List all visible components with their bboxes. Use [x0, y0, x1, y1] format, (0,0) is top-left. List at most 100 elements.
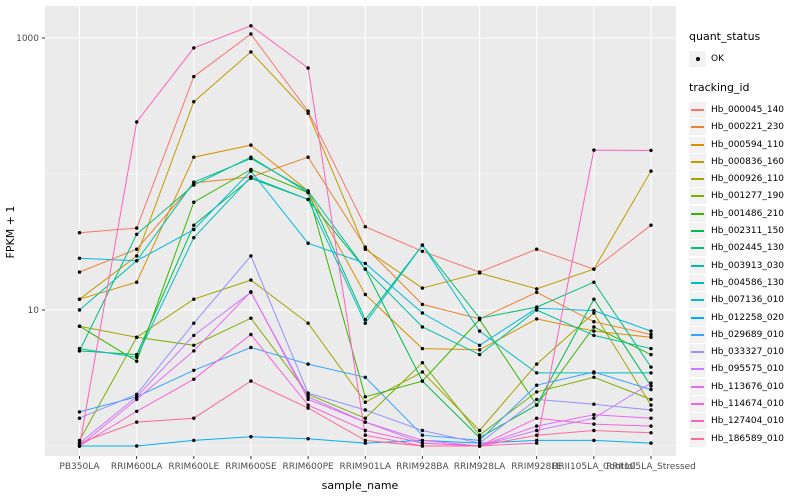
data-point: [649, 223, 653, 227]
data-point: [535, 287, 539, 291]
legend: quant_status OK tracking_id Hb_000045_14…: [689, 30, 799, 447]
data-point: [249, 278, 253, 282]
legend-item-label: Hb_029689_010: [711, 329, 785, 340]
data-point: [77, 441, 82, 445]
panel-bg-rect: [45, 6, 676, 456]
data-point: [363, 375, 367, 379]
legend-item-label: Hb_095575_010: [711, 364, 785, 375]
data-point: [592, 370, 596, 374]
data-point: [135, 409, 139, 413]
data-point: [363, 321, 367, 325]
data-point: [77, 346, 82, 351]
data-point: [192, 297, 196, 301]
data-point: [535, 433, 539, 437]
series-color-line-icon: [691, 264, 704, 267]
data-point: [592, 297, 596, 301]
data-point: [77, 444, 82, 448]
data-point: [192, 200, 196, 204]
legend-item-label: Hb_003913_030: [711, 260, 785, 271]
data-point: [363, 433, 367, 437]
data-point: [420, 346, 425, 351]
x-tick-label: RRII105LA_Stressed: [606, 462, 696, 472]
data-point: [192, 343, 196, 347]
legend-swatch-Hb_001486_210: [689, 205, 706, 222]
legend-item-Hb_001277_190: Hb_001277_190: [689, 188, 799, 205]
data-point: [77, 297, 82, 301]
data-point: [649, 441, 653, 445]
data-point: [363, 395, 367, 399]
legend-item-Hb_003913_030: Hb_003913_030: [689, 257, 799, 274]
data-point: [592, 375, 596, 379]
series-color-line-icon: [691, 333, 704, 336]
data-point: [535, 403, 539, 407]
data-point: [77, 308, 82, 312]
data-point: [477, 433, 482, 437]
data-point: [363, 317, 367, 322]
data-point: [649, 332, 653, 337]
legend-item-label: Hb_007136_010: [711, 295, 785, 306]
series-color-line-icon: [691, 351, 704, 354]
legend-swatch-Hb_186589_010: [689, 430, 706, 447]
legend-item-Hb_033327_010: Hb_033327_010: [689, 343, 799, 361]
data-point: [249, 169, 253, 173]
data-point: [306, 403, 310, 407]
legend-item-label: Hb_127404_010: [711, 416, 785, 427]
x-tick-label: RRIM600LA: [111, 462, 163, 472]
data-point: [249, 435, 253, 439]
data-point: [363, 292, 367, 297]
legend-item-Hb_000045_140: Hb_000045_140: [689, 101, 799, 118]
data-point: [306, 189, 310, 193]
data-point: [306, 406, 310, 410]
legend-item-Hb_113676_010: Hb_113676_010: [689, 378, 799, 395]
legend-swatch-Hb_007136_010: [689, 292, 706, 309]
data-point: [192, 321, 196, 325]
data-point: [535, 441, 539, 445]
data-point: [535, 383, 539, 387]
x-tick-label: RRIM928LE: [511, 462, 562, 472]
data-point: [249, 32, 253, 36]
data-point: [649, 371, 653, 375]
legend-item-label: Hb_000594_110: [711, 139, 785, 150]
legend-item-label: Hb_000926_110: [711, 174, 785, 185]
data-point: [192, 377, 196, 381]
data-point: [592, 311, 596, 315]
data-point: [649, 365, 653, 369]
data-point: [535, 362, 539, 366]
data-point: [192, 227, 196, 232]
data-point: [249, 50, 253, 54]
data-point: [477, 444, 482, 448]
data-point: [535, 438, 539, 443]
data-point: [535, 428, 539, 433]
legend-quant-status-title: quant_status: [689, 30, 761, 43]
data-point: [135, 247, 139, 251]
panel-background: [45, 6, 676, 456]
data-point: [363, 428, 367, 433]
legend-item-Hb_002445_130: Hb_002445_130: [689, 240, 799, 257]
data-point: [477, 352, 482, 357]
legend-item-Hb_000836_160: Hb_000836_160: [689, 153, 799, 170]
data-point: [592, 320, 596, 324]
data-point: [420, 302, 425, 307]
series-color-line-icon: [691, 281, 704, 284]
data-point: [535, 397, 539, 402]
data-point: [649, 148, 653, 153]
x-tick-label: RRIM928BA: [396, 462, 449, 472]
legend-item-Hb_007136_010: Hb_007136_010: [689, 292, 799, 309]
data-point: [77, 410, 82, 414]
data-point: [649, 169, 653, 173]
data-point: [249, 290, 253, 294]
data-point: [77, 324, 82, 328]
legend-swatch-Hb_113676_010: [689, 378, 706, 395]
series-color-line-icon: [691, 420, 704, 423]
data-point: [535, 317, 539, 321]
legend-item-label: OK: [711, 53, 724, 64]
legend-swatch-Hb_000045_140: [689, 101, 706, 118]
data-point: [249, 24, 253, 28]
data-point: [535, 306, 539, 310]
data-point: [192, 46, 196, 50]
legend-item-label: Hb_000836_160: [711, 156, 785, 167]
data-point: [306, 397, 310, 402]
data-point: [420, 444, 425, 448]
